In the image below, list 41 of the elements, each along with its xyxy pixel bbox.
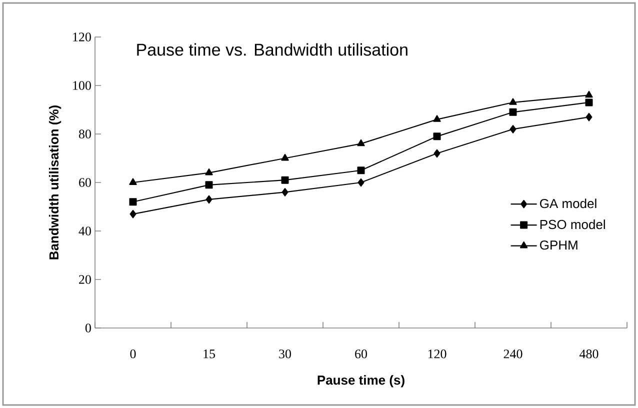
point — [433, 115, 441, 122]
point — [510, 125, 516, 134]
y-tick-label: 120 — [73, 32, 91, 42]
y-axis-title: Bandwidth utilisation (%) — [48, 106, 62, 260]
chart-title: Pause time vs. Bandwidth utilisation — [137, 43, 408, 56]
point — [206, 195, 212, 204]
point — [358, 178, 364, 187]
x-tick-label: 60 — [355, 350, 368, 358]
x-tick-label: 30 — [279, 350, 292, 358]
y-tick-label: 40 — [78, 226, 91, 236]
point — [586, 112, 592, 122]
legend-label: GA model — [540, 198, 596, 208]
x-tick-label: 480 — [580, 350, 598, 358]
point — [357, 166, 365, 174]
point — [282, 188, 288, 196]
point — [129, 178, 137, 185]
point — [434, 149, 440, 158]
legend-label: GPHM — [540, 240, 578, 250]
point — [205, 168, 213, 176]
y-tick-label: 100 — [73, 81, 91, 90]
point — [509, 98, 517, 105]
x-tick-label: 0 — [130, 350, 136, 358]
x-tick-label: 120 — [428, 350, 446, 358]
point — [129, 198, 137, 206]
y-tick-label: 20 — [79, 275, 91, 284]
point — [357, 139, 365, 146]
x-tick-label: 15 — [204, 350, 215, 358]
point — [205, 181, 213, 189]
y-tick-label: 80 — [78, 130, 91, 138]
x-tick-label: 240 — [504, 350, 522, 358]
point — [433, 132, 441, 140]
point — [130, 210, 136, 218]
y-tick-label: 60 — [79, 178, 91, 187]
point — [585, 90, 593, 98]
point — [281, 176, 289, 184]
point — [585, 98, 593, 106]
y-tick-label: 0 — [85, 324, 91, 332]
point — [281, 154, 289, 161]
x-axis-title: Pause time (s) — [318, 375, 404, 388]
legend-label: PSO model — [540, 220, 605, 230]
point — [509, 108, 517, 116]
